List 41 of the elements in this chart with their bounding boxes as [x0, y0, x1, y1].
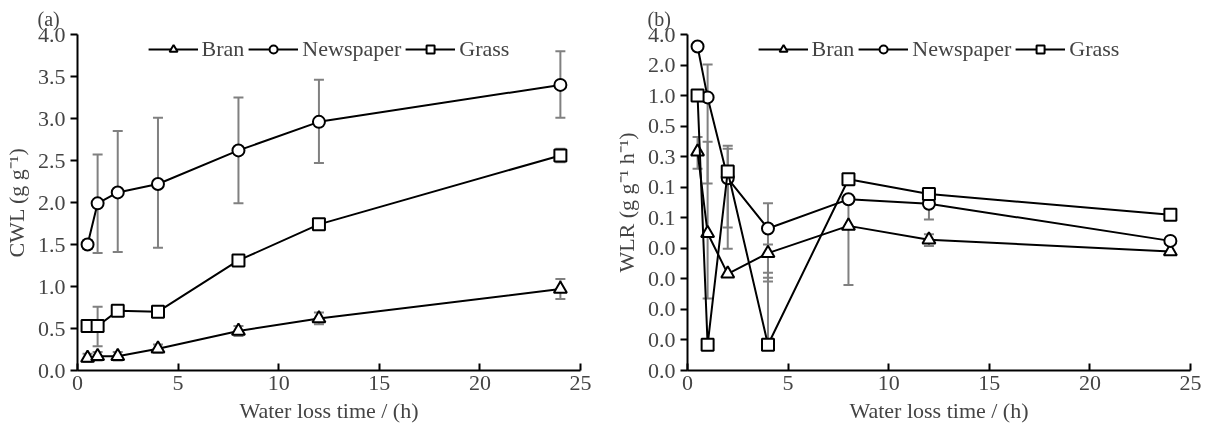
y-tick-label: 0.1 [648, 174, 676, 200]
y-tick-label: 2.0 [38, 189, 66, 215]
legend-label: Newspaper [302, 36, 402, 62]
y-tick-label: 0.0 [648, 296, 676, 322]
y-tick-label: 1.0 [38, 273, 66, 299]
y-tick-label: 1.0 [648, 82, 676, 108]
y-axis-title: WLR (g g⁻¹ h⁻¹) [614, 132, 639, 273]
legend-label: Grass [1069, 36, 1120, 62]
y-tick-label: 2.5 [38, 147, 66, 173]
legend-label: Bran [811, 36, 855, 62]
x-tick-label: 15 [368, 369, 391, 395]
y-tick-label: 3.5 [38, 63, 66, 89]
x-tick-label: 5 [172, 369, 184, 395]
x-tick-label: 20 [468, 369, 491, 395]
x-tick-label: 20 [1078, 369, 1101, 395]
legend-label: Newspaper [912, 36, 1012, 62]
y-tick-label: 1.5 [38, 231, 66, 257]
y-tick-label: 0.1 [648, 204, 676, 230]
legend-label: Grass [459, 36, 510, 62]
legend-label: Bran [201, 36, 245, 62]
x-tick-label: 25 [569, 369, 592, 395]
y-tick-label: 0.0 [648, 357, 676, 383]
x-tick-label: 10 [877, 369, 900, 395]
x-axis-title: Water loss time / (h) [239, 397, 419, 423]
x-tick-label: 0 [682, 369, 693, 395]
x-tick-label: 5 [782, 369, 794, 395]
x-tick-label: 0 [72, 369, 83, 395]
x-tick-label: 15 [978, 369, 1001, 395]
y-axis-title: CWL (g g⁻¹) [4, 148, 29, 258]
y-tick-label: 0.0 [38, 357, 66, 383]
y-tick-label: 0.5 [38, 315, 66, 341]
y-tick-label: 0.3 [648, 143, 676, 169]
y-tick-label: 0.0 [648, 326, 676, 352]
y-tick-label: 3.0 [38, 105, 66, 131]
y-tick-label: 0.0 [648, 235, 676, 261]
x-tick-label: 25 [1179, 369, 1202, 395]
x-axis-title: Water loss time / (h) [849, 397, 1029, 423]
x-tick-label: 10 [267, 369, 290, 395]
y-tick-label: 2.0 [648, 52, 676, 78]
y-tick-label: 0.0 [648, 265, 676, 291]
y-tick-label: 0.5 [648, 113, 676, 139]
